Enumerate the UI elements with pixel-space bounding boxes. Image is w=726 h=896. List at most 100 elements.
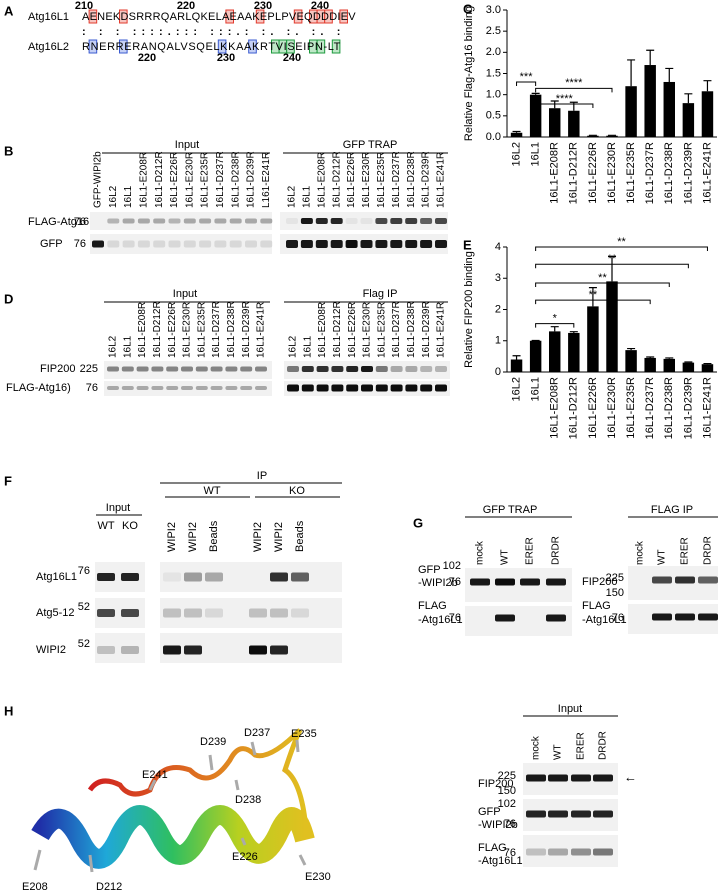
x-tick-label: 16L2 xyxy=(510,142,522,166)
band xyxy=(184,572,202,582)
band xyxy=(122,240,135,248)
band xyxy=(315,218,328,224)
residue-box xyxy=(286,39,295,54)
residue-label: E241 xyxy=(142,769,168,781)
x-tick-label: 16L1-E226R xyxy=(587,142,599,204)
mw-marker: 52 xyxy=(78,638,90,650)
residue-number: 230 xyxy=(217,52,235,64)
residue-box xyxy=(339,9,348,24)
mw-marker: 76 xyxy=(504,818,516,830)
lane-label: 16L1-D237R xyxy=(215,151,226,208)
residue-number: 210 xyxy=(75,0,93,12)
band xyxy=(229,240,242,248)
lane-label: 16L1 xyxy=(302,335,313,358)
band xyxy=(526,810,546,818)
band xyxy=(153,218,166,224)
lane-label: 16L2 xyxy=(287,185,298,208)
lane-label: WT xyxy=(657,549,668,565)
band xyxy=(300,218,313,224)
mw-marker: 76 xyxy=(449,612,461,624)
mw-marker: 76 xyxy=(612,612,624,624)
band xyxy=(270,645,288,655)
band xyxy=(163,645,181,655)
band xyxy=(420,384,433,392)
error-bar xyxy=(512,130,521,133)
lane-label: 16L2 xyxy=(108,335,119,358)
x-tick-label: 16L1-E230R xyxy=(606,142,618,204)
mw-marker: 76 xyxy=(86,382,98,394)
band xyxy=(270,608,288,618)
band xyxy=(420,218,433,224)
x-tick-label: 16L1-D239R xyxy=(682,142,694,204)
band xyxy=(675,613,695,621)
lane-label: 16L1-E241R xyxy=(436,302,447,358)
band xyxy=(121,366,134,372)
row-label: FLAG xyxy=(418,600,447,612)
band xyxy=(360,218,373,224)
band xyxy=(136,366,149,372)
lane-label: 16L2 xyxy=(288,335,299,358)
x-tick-label: 16L1-D237R xyxy=(644,377,656,439)
band xyxy=(301,366,314,372)
band xyxy=(548,774,568,782)
error-bar xyxy=(646,49,655,66)
band xyxy=(675,576,695,584)
band xyxy=(593,848,613,856)
lane-label: 16L1-D237R xyxy=(391,151,402,208)
lane-label: 16L1-D238R xyxy=(226,301,237,358)
band xyxy=(240,386,253,390)
lane-label: Beads xyxy=(294,520,306,552)
band xyxy=(390,366,403,372)
x-tick-label: 16L1-E235R xyxy=(625,377,637,439)
band xyxy=(390,384,403,392)
bar xyxy=(625,86,637,137)
significance-label: ** xyxy=(598,272,607,284)
residue-box xyxy=(255,9,265,24)
band xyxy=(229,218,242,224)
significance-bracket xyxy=(516,81,537,86)
band xyxy=(184,608,202,618)
x-tick-label: 16L1-D238R xyxy=(663,377,675,439)
lane-label: WT xyxy=(97,520,114,532)
y-tick-label: 2 xyxy=(495,303,501,315)
band xyxy=(593,774,613,782)
band xyxy=(137,218,150,224)
band xyxy=(168,240,181,248)
y-axis-label: Relative FIP200 binding xyxy=(463,251,475,368)
band xyxy=(698,613,718,621)
band xyxy=(315,240,328,248)
panel-label: A xyxy=(4,3,14,18)
lane-label: 16L1-E241R xyxy=(436,152,447,208)
significance-label: ** xyxy=(617,236,626,248)
error-bar xyxy=(703,80,712,92)
blot xyxy=(90,234,272,254)
group-label: WT xyxy=(203,485,220,497)
band xyxy=(214,240,227,248)
band xyxy=(435,218,447,224)
lane-label: 16L1-E230R xyxy=(362,302,373,358)
band xyxy=(255,366,267,372)
lane-label: 16L1-E208R xyxy=(316,152,327,208)
residue-box xyxy=(217,39,227,54)
error-bar xyxy=(627,59,636,87)
band xyxy=(375,366,388,372)
x-tick-label: 16L1 xyxy=(530,377,542,401)
sequence: AENEKDSRRRQARLQKELAEAAKEPLPVEQDDDIEV xyxy=(82,11,356,23)
lane-label: 16L1-D239R xyxy=(421,151,432,208)
lane-label: 16L1-E208R xyxy=(139,152,150,208)
lane-label: WT xyxy=(500,549,511,565)
error-bar xyxy=(684,361,693,363)
band xyxy=(121,573,139,581)
band xyxy=(405,218,418,224)
error-bar xyxy=(512,355,521,360)
y-axis-label: Relative Flag-Atg16 binding xyxy=(463,6,475,141)
blot-header: Input xyxy=(558,703,582,715)
lane-label: 16L1-D239R xyxy=(421,301,432,358)
residue-box xyxy=(331,39,341,54)
row-label: FIP200 xyxy=(40,363,75,375)
panel-label: D xyxy=(4,291,13,306)
error-bar xyxy=(665,67,674,82)
lane-label: ERER xyxy=(525,537,536,565)
x-tick-label: 16L1-E241R xyxy=(701,142,713,204)
